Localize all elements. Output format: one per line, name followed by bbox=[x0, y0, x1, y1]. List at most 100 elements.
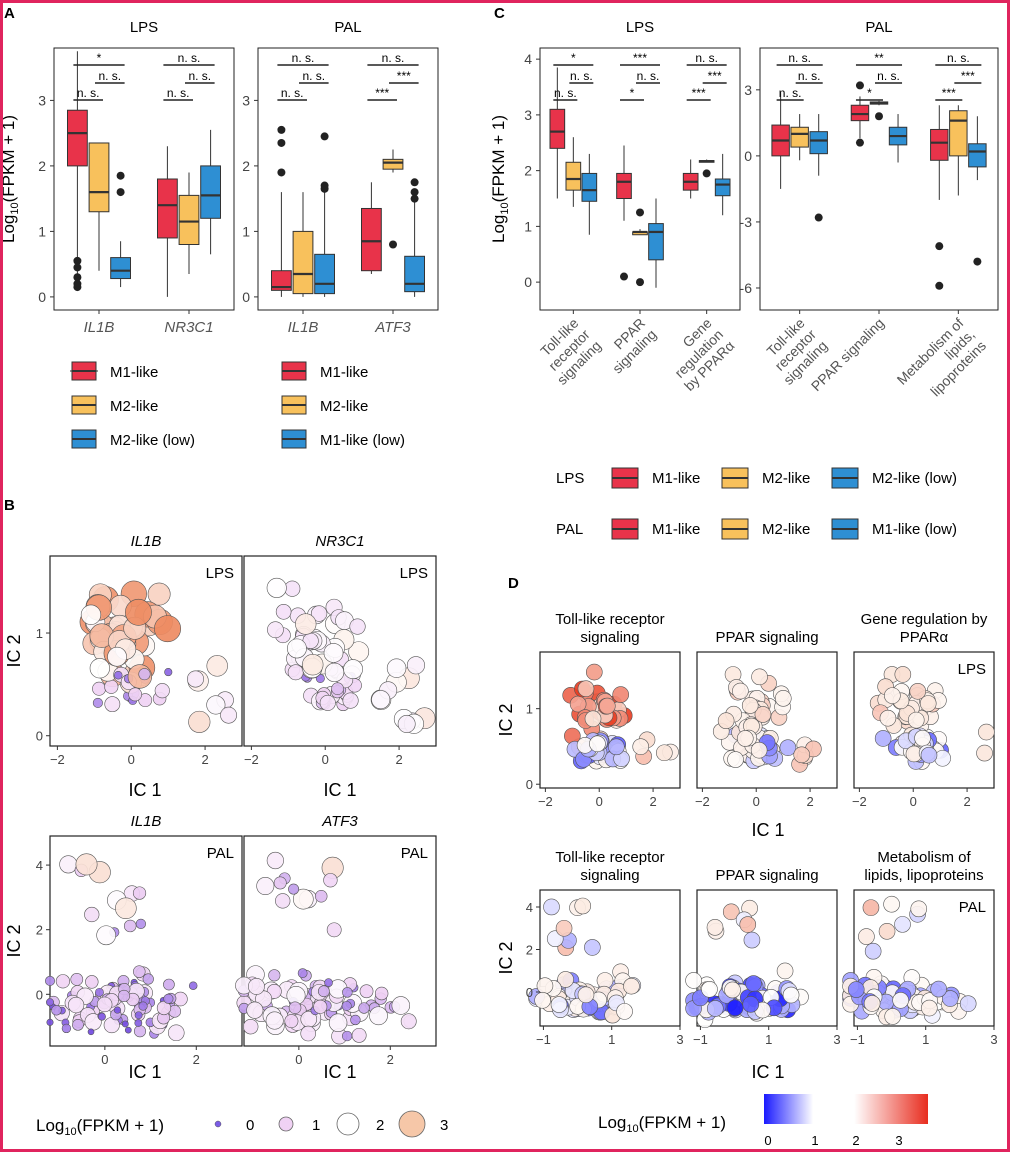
scatter-point bbox=[536, 977, 554, 995]
box-outlier bbox=[73, 256, 82, 265]
scatter-point bbox=[256, 877, 275, 896]
scatter-point bbox=[84, 906, 100, 923]
scatter-point bbox=[586, 663, 603, 681]
signif-label: n. s. bbox=[98, 69, 121, 83]
legend-b-dot-0 bbox=[214, 1120, 222, 1128]
signif-label: n. s. bbox=[695, 51, 718, 65]
scatter-point bbox=[359, 984, 374, 999]
x-tick-label: 0 bbox=[753, 794, 760, 809]
scatter-point bbox=[706, 1000, 724, 1017]
scatter-point bbox=[732, 682, 749, 700]
box-outlier bbox=[73, 279, 82, 288]
plot-frame bbox=[53, 47, 235, 311]
scatter-point bbox=[96, 996, 113, 1013]
plot-frame bbox=[257, 47, 439, 311]
scatter-point bbox=[284, 1014, 299, 1029]
box-outlier bbox=[277, 125, 286, 134]
y-axis-label: IC 2 bbox=[496, 703, 516, 736]
scatter-point bbox=[133, 965, 146, 978]
scatter-point bbox=[97, 1012, 106, 1021]
x-tick-label: 1 bbox=[608, 1032, 615, 1047]
scatter-point bbox=[59, 855, 78, 874]
scatter-point bbox=[717, 712, 735, 730]
y-tick-label: 0 bbox=[242, 289, 250, 305]
y-axis-label: IC 2 bbox=[4, 924, 24, 957]
legend-a: M1-like M2-like M2-like (low) M1-like M2… bbox=[70, 361, 405, 449]
x-tick-label: 2 bbox=[201, 752, 208, 767]
scatter-point bbox=[779, 739, 797, 756]
box-body bbox=[382, 158, 404, 170]
scatter-point bbox=[878, 923, 896, 940]
scatter-point bbox=[358, 1002, 370, 1014]
scatter-point bbox=[743, 931, 761, 949]
legend-c-pal-label: PAL bbox=[556, 521, 583, 538]
scatter-point bbox=[589, 735, 606, 753]
scatter-point bbox=[300, 1025, 316, 1042]
legend-label-m1: M1-like bbox=[320, 364, 368, 381]
box-outlier bbox=[73, 273, 82, 282]
box-plot-a-pal: PAL 0 1 2 3 IL1B n. s. n. s. n. s. ATF3 n. s. *** **… bbox=[242, 19, 439, 336]
scatter-point bbox=[248, 978, 265, 995]
x-tick-label: PPARsignaling bbox=[598, 315, 660, 377]
y-tick-label: 2 bbox=[36, 923, 43, 938]
scatter-point bbox=[751, 668, 768, 686]
signif-label: * bbox=[630, 86, 635, 100]
y-tick-label: 0 bbox=[36, 729, 43, 744]
x-tick-label: 2 bbox=[387, 1052, 394, 1067]
scatter-point bbox=[386, 658, 407, 678]
scatter-point bbox=[914, 729, 931, 747]
x-tick-label: 2 bbox=[649, 794, 656, 809]
legend-b-value-0: 0 bbox=[246, 1117, 254, 1134]
signif-label: *** bbox=[961, 69, 975, 83]
y-tick-label: 2 bbox=[526, 943, 533, 958]
signif-label: n. s. bbox=[570, 69, 593, 83]
y-axis-label: IC 2 bbox=[4, 634, 24, 667]
signif-label: *** bbox=[633, 51, 647, 65]
scatter-point bbox=[288, 883, 300, 895]
signif-label: n. s. bbox=[382, 51, 405, 65]
legend-label-m1: M1-like bbox=[110, 364, 158, 381]
scatter-point bbox=[774, 690, 792, 707]
box-outlier bbox=[855, 81, 864, 90]
box-body bbox=[110, 257, 131, 280]
scatter-point bbox=[295, 613, 317, 635]
legend-a-pal: M1-like M2-like M1-like (low) bbox=[281, 361, 405, 449]
box-outlier bbox=[320, 132, 329, 141]
scatter-point bbox=[206, 695, 226, 715]
box-outlier bbox=[410, 178, 419, 187]
scatter-title: ATF3 bbox=[321, 813, 358, 830]
y-tick-label: 2 bbox=[524, 163, 532, 179]
scatter-point bbox=[51, 1005, 62, 1016]
scatter-point bbox=[95, 987, 104, 997]
scatter-point bbox=[341, 1030, 353, 1042]
scatter-point bbox=[406, 656, 425, 675]
scatter-point bbox=[978, 723, 995, 741]
panel-letter-c: C bbox=[494, 5, 505, 22]
x-tick-label: 3 bbox=[676, 1032, 683, 1047]
x-tick-label: −2 bbox=[244, 752, 259, 767]
x-tick-label: Toll-likereceptorsignaling bbox=[531, 315, 604, 388]
x-axis-label: IC 1 bbox=[128, 1062, 161, 1082]
x-tick-label: 0 bbox=[101, 1052, 108, 1067]
legend-d-title: Log10(FPKM + 1) bbox=[598, 1113, 726, 1135]
plot-title: LPS bbox=[130, 19, 158, 36]
box-body bbox=[930, 128, 949, 161]
box-body bbox=[314, 253, 336, 295]
y-tick-label: 0 bbox=[524, 274, 532, 290]
scatter-point bbox=[313, 999, 328, 1014]
scatter-point bbox=[341, 1000, 352, 1011]
scatter-point bbox=[884, 687, 901, 704]
legend-key-m1 bbox=[281, 361, 307, 381]
box-outlier bbox=[973, 257, 982, 266]
scatter-point bbox=[326, 922, 342, 938]
scatter-point bbox=[632, 738, 650, 755]
scatter-point bbox=[745, 975, 762, 992]
legend-label-m1: M1-like bbox=[652, 470, 700, 487]
box-body bbox=[271, 270, 292, 291]
scatter-point bbox=[543, 898, 560, 916]
signif-label: n. s. bbox=[178, 51, 201, 65]
legend-label-low: M1-like (low) bbox=[872, 521, 957, 538]
x-tick-label: −2 bbox=[50, 752, 65, 767]
